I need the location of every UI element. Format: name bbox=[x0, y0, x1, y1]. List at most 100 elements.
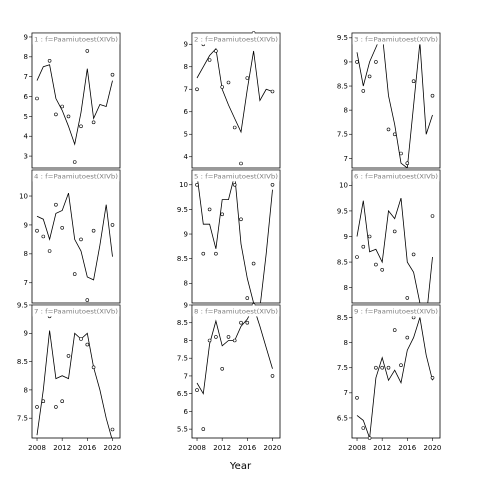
data-point bbox=[79, 124, 83, 129]
data-point bbox=[411, 79, 416, 83]
panel-9: 9 : f=Paamiutoest(XIVb) 6.5 7 7.5 8 8.5 2008 20… bbox=[337, 304, 442, 452]
data-point bbox=[79, 337, 83, 341]
data-point bbox=[207, 58, 212, 62]
data-point bbox=[110, 223, 115, 227]
data-point bbox=[232, 183, 237, 187]
strip-label: 1 : f=Paamiutoest(XIVb) bbox=[34, 36, 118, 44]
y-tick-label: 8.5 bbox=[337, 82, 348, 90]
y-tick-label: 7 bbox=[24, 279, 28, 287]
data-point bbox=[430, 375, 435, 380]
data-point bbox=[270, 89, 275, 94]
fitted-line bbox=[356, 197, 433, 303]
y-tick-label: 7 bbox=[184, 372, 188, 380]
data-point bbox=[361, 244, 366, 249]
y-tick-label: 7 bbox=[24, 73, 28, 81]
data-point bbox=[374, 365, 378, 370]
strip-background bbox=[32, 33, 120, 45]
strip-label: 7 : f=Paamiutoest(XIVb) bbox=[34, 308, 118, 316]
data-point bbox=[41, 399, 46, 404]
data-point bbox=[60, 104, 65, 109]
panel-frame bbox=[31, 32, 121, 169]
strip-background bbox=[352, 305, 440, 317]
strip-background bbox=[32, 170, 120, 182]
fitted-line bbox=[36, 330, 113, 438]
panel-1: 1 : f=Paamiutoest(XIVb) 3 4 5 6 7 8 9 bbox=[24, 32, 121, 169]
y-tick-label: 4 bbox=[24, 133, 29, 141]
data-point bbox=[195, 183, 199, 187]
data-point bbox=[226, 80, 231, 85]
y-tick-label: 9 bbox=[344, 58, 348, 66]
data-point bbox=[41, 234, 46, 239]
y-tick-label: 8.5 bbox=[177, 319, 188, 327]
y-tick-label: 8 bbox=[344, 339, 348, 347]
y-tick-label: 5 bbox=[24, 113, 28, 121]
y-tick-label: 8 bbox=[344, 107, 348, 115]
data-point bbox=[411, 315, 416, 320]
data-point bbox=[245, 320, 250, 325]
x-tick-label: 2008 bbox=[348, 444, 366, 452]
data-point bbox=[110, 427, 115, 432]
data-point bbox=[60, 226, 65, 230]
strip-background bbox=[192, 305, 280, 317]
fitted-line bbox=[196, 47, 273, 134]
y-tick-label: 9.5 bbox=[337, 34, 348, 42]
y-tick-label: 7 bbox=[184, 86, 188, 94]
data-point bbox=[66, 354, 71, 358]
panel-8: 6 : f=Paamiutoest(XIVb) 8 8.5 9 9.5 10 bbox=[337, 169, 441, 304]
data-point bbox=[245, 76, 250, 80]
y-tick-label: 9 bbox=[184, 301, 188, 309]
data-point bbox=[430, 93, 435, 98]
data-point bbox=[110, 72, 115, 77]
panel-3: 7 : f=Paamiutoest(XIVb) 7.5 8 8.5 9 9.5 2008 20… bbox=[17, 301, 122, 452]
y-tick-label: 6 bbox=[184, 408, 189, 416]
y-tick-label: 9.5 bbox=[177, 206, 188, 214]
data-point bbox=[430, 214, 435, 218]
y-tick-label: 9.5 bbox=[17, 301, 28, 309]
data-point bbox=[47, 249, 52, 253]
data-point bbox=[207, 338, 212, 343]
strip-background bbox=[352, 170, 440, 182]
data-point bbox=[411, 252, 416, 257]
y-tick-label: 6 bbox=[24, 93, 29, 101]
y-tick-label: 9.5 bbox=[337, 207, 348, 215]
data-point bbox=[251, 261, 256, 266]
data-point bbox=[386, 365, 391, 370]
data-point bbox=[355, 255, 359, 259]
data-point bbox=[399, 151, 403, 156]
panel-frame bbox=[31, 169, 121, 304]
data-point bbox=[201, 251, 206, 256]
data-point bbox=[72, 272, 77, 276]
data-point bbox=[91, 120, 96, 125]
panel-7: 3 : f=Paamiutoest(XIVb) 7 7.5 8 8.5 9 9.5 bbox=[337, 32, 441, 169]
y-tick-label: 7.5 bbox=[177, 355, 188, 363]
data-point bbox=[399, 363, 403, 368]
data-point bbox=[380, 267, 385, 272]
data-point bbox=[60, 399, 65, 404]
data-point bbox=[226, 335, 231, 339]
y-tick-label: 8.5 bbox=[337, 314, 348, 322]
y-tick-label: 3 bbox=[24, 152, 28, 160]
data-point bbox=[380, 365, 385, 370]
data-point bbox=[72, 160, 77, 164]
data-point bbox=[355, 60, 359, 64]
y-tick-label: 7 bbox=[344, 389, 348, 397]
data-point bbox=[232, 125, 237, 130]
y-tick-label: 9 bbox=[24, 33, 28, 41]
fitted-line bbox=[36, 64, 113, 146]
strip-label: 3 : f=Paamiutoest(XIVb) bbox=[354, 36, 438, 44]
x-tick-label: 2016 bbox=[78, 444, 96, 452]
data-point bbox=[35, 96, 39, 101]
data-point bbox=[405, 296, 410, 300]
x-tick-label: 2016 bbox=[238, 444, 256, 452]
panel-6: 8 : f=Paamiutoest(XIVb) 5.5 6 6.5 7 7.5 8 8.5 9 2… bbox=[177, 301, 282, 452]
data-point bbox=[79, 237, 83, 242]
data-point bbox=[367, 74, 372, 79]
strip-label: 8 : f=Paamiutoest(XIVb) bbox=[194, 308, 278, 316]
data-point bbox=[367, 436, 372, 440]
data-point bbox=[270, 374, 275, 378]
x-tick-label: 2008 bbox=[28, 444, 46, 452]
y-tick-label: 9 bbox=[184, 230, 188, 238]
x-tick-label: 2020 bbox=[424, 444, 442, 452]
